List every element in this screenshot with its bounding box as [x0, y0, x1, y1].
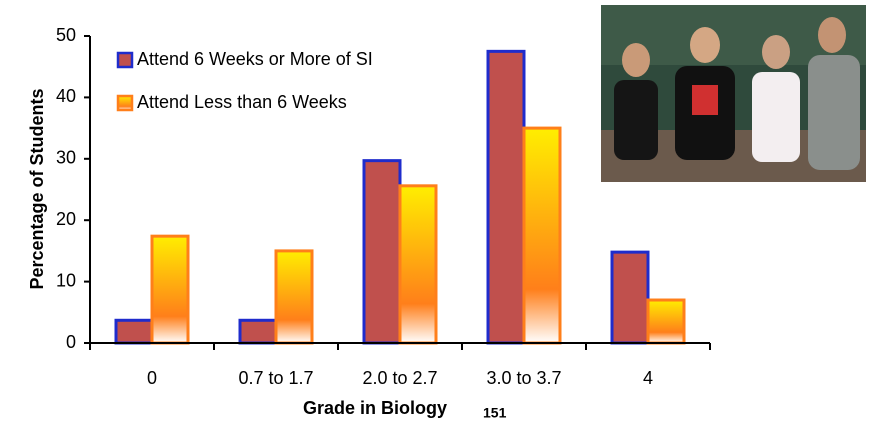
y-tick-label: 10: [56, 270, 76, 290]
bar: [238, 318, 278, 345]
x-tick-label: 0: [147, 368, 157, 388]
x-axis-title: Grade in Biology: [303, 398, 447, 418]
y-tick-label: 0: [66, 332, 76, 352]
legend-label: Attend 6 Weeks or More of SI: [137, 49, 373, 69]
x-tick-label: 2.0 to 2.7: [362, 368, 437, 388]
bar: [486, 49, 526, 345]
y-axis-title: Percentage of Students: [27, 88, 47, 289]
x-tick-label: 3.0 to 3.7: [486, 368, 561, 388]
x-axis-title-subscript: 151: [483, 405, 507, 421]
photo: [601, 5, 866, 182]
bar: [114, 318, 154, 345]
bar: [398, 184, 438, 345]
bar: [522, 126, 562, 345]
bar: [610, 250, 650, 345]
legend-swatch: [116, 94, 134, 112]
bar: [362, 159, 402, 345]
bar: [646, 298, 686, 345]
x-tick-label: 4: [643, 368, 653, 388]
legend-label: Attend Less than 6 Weeks: [137, 92, 347, 112]
bar: [150, 234, 190, 345]
y-tick-label: 30: [56, 148, 76, 168]
x-tick-label: 0.7 to 1.7: [238, 368, 313, 388]
legend-swatch: [116, 51, 134, 69]
y-tick-label: 40: [56, 86, 76, 106]
y-tick-label: 20: [56, 209, 76, 229]
bar: [274, 249, 314, 345]
y-tick-label: 50: [56, 25, 76, 45]
